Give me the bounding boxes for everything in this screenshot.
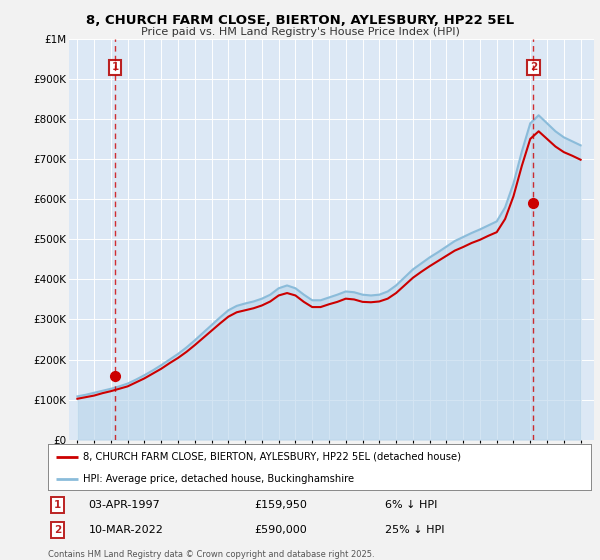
Text: 10-MAR-2022: 10-MAR-2022 [89,525,164,535]
Text: 03-APR-1997: 03-APR-1997 [89,500,160,510]
Text: Price paid vs. HM Land Registry's House Price Index (HPI): Price paid vs. HM Land Registry's House … [140,27,460,37]
Text: 2: 2 [54,525,61,535]
Text: Contains HM Land Registry data © Crown copyright and database right 2025.
This d: Contains HM Land Registry data © Crown c… [48,550,374,560]
Text: 2: 2 [530,62,537,72]
Text: 1: 1 [112,62,119,72]
Text: HPI: Average price, detached house, Buckinghamshire: HPI: Average price, detached house, Buck… [83,474,355,483]
Text: £590,000: £590,000 [254,525,307,535]
Text: £159,950: £159,950 [254,500,307,510]
Text: 1: 1 [54,500,61,510]
Text: 8, CHURCH FARM CLOSE, BIERTON, AYLESBURY, HP22 5EL: 8, CHURCH FARM CLOSE, BIERTON, AYLESBURY… [86,14,514,27]
Text: 6% ↓ HPI: 6% ↓ HPI [385,500,437,510]
Text: 25% ↓ HPI: 25% ↓ HPI [385,525,444,535]
Text: 8, CHURCH FARM CLOSE, BIERTON, AYLESBURY, HP22 5EL (detached house): 8, CHURCH FARM CLOSE, BIERTON, AYLESBURY… [83,452,461,462]
